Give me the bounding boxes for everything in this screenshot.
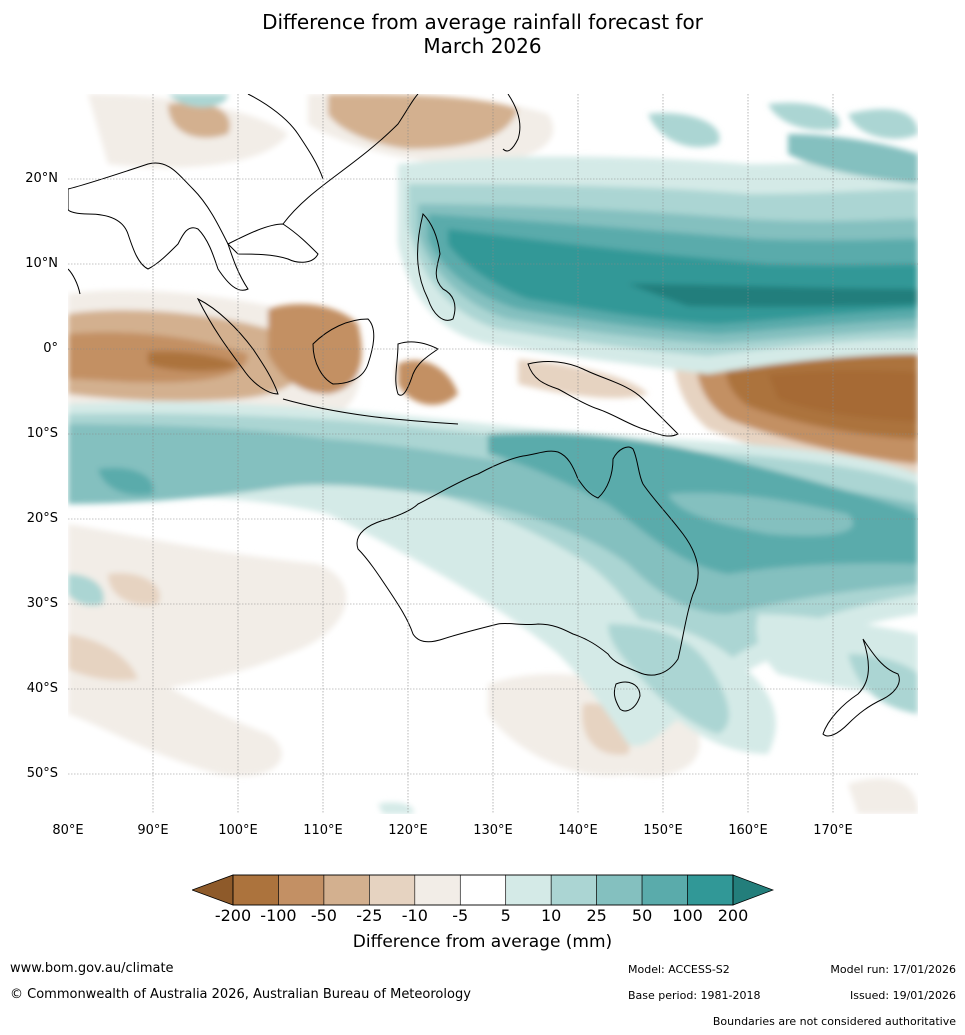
- lon-label-110e: 110°E: [303, 823, 343, 838]
- colorbar-segment: [369, 874, 416, 906]
- map-title: Difference from average rainfall forecas…: [0, 10, 965, 58]
- colorbar-segment: [232, 874, 279, 906]
- colorbar-segment: [323, 874, 370, 906]
- footer-website[interactable]: www.bom.gov.au/climate: [10, 961, 174, 976]
- colorbar-tick-label: -10: [401, 906, 428, 925]
- footer-disclaimer: Boundaries are not considered authoritat…: [712, 1015, 956, 1028]
- colorbar-tick-label: -100: [260, 906, 297, 925]
- lon-label-100e: 100°E: [218, 823, 258, 838]
- lon-label-150e: 150°E: [643, 823, 683, 838]
- lon-label-130e: 130°E: [473, 823, 513, 838]
- colorbar-segment: [505, 874, 552, 906]
- colorbar-tick-label: -50: [310, 906, 337, 925]
- lat-label-0: 0°: [43, 341, 58, 356]
- lon-label-120e: 120°E: [388, 823, 428, 838]
- colorbar-tick-label: 200: [717, 906, 749, 925]
- colorbar-segment: [278, 874, 325, 906]
- lat-label-20s: 20°S: [26, 511, 58, 526]
- lat-label-10n: 10°N: [25, 256, 58, 271]
- footer-model: Model: ACCESS-S2: [628, 963, 730, 976]
- lon-label-170e: 170°E: [813, 823, 853, 838]
- title-line-2: March 2026: [423, 34, 542, 58]
- colorbar-tick-label: 25: [586, 906, 607, 925]
- colorbar-tick-label: 5: [500, 906, 511, 925]
- lat-label-10s: 10°S: [26, 426, 58, 441]
- colorbar-tick-label: 10: [540, 906, 562, 925]
- lat-label-50s: 50°S: [26, 766, 58, 781]
- graticule: [68, 94, 918, 814]
- colorbar-tick-label: 100: [672, 906, 703, 925]
- colorbar-extend-low: [192, 874, 234, 906]
- lat-label-40s: 40°S: [26, 681, 58, 696]
- colorbar-segment: [414, 874, 461, 906]
- coastlines: [68, 94, 900, 737]
- lon-label-160e: 160°E: [728, 823, 768, 838]
- footer-issued: Issued: 19/01/2026: [849, 989, 956, 1002]
- rainfall-anomaly-map: [68, 94, 918, 814]
- colorbar-tick-label: -200: [214, 906, 252, 925]
- title-line-1: Difference from average rainfall forecas…: [262, 10, 703, 34]
- colorbar-segment: [596, 874, 643, 906]
- colorbar-tick-label: -25: [356, 906, 383, 925]
- lon-label-80e: 80°E: [52, 823, 84, 838]
- colorbar: [192, 874, 774, 906]
- footer-model-run: Model run: 17/01/2026: [830, 963, 956, 976]
- lon-label-90e: 90°E: [137, 823, 169, 838]
- colorbar-tick-label: -5: [452, 906, 469, 925]
- colorbar-segment: [687, 874, 734, 906]
- lat-label-20n: 20°N: [25, 171, 58, 186]
- footer-copyright: © Commonwealth of Australia 2026, Austra…: [10, 987, 471, 1002]
- colorbar-tick-label: 50: [631, 906, 653, 925]
- colorbar-segment: [641, 874, 688, 906]
- footer-base-period: Base period: 1981-2018: [628, 989, 761, 1002]
- lat-label-30s: 30°S: [26, 596, 58, 611]
- colorbar-segment: [459, 874, 507, 906]
- lon-label-140e: 140°E: [558, 823, 598, 838]
- colorbar-segments: [232, 874, 734, 906]
- colorbar-segment: [550, 874, 597, 906]
- colorbar-extend-high: [732, 874, 774, 906]
- colorbar-title: Difference from average (mm): [352, 932, 613, 952]
